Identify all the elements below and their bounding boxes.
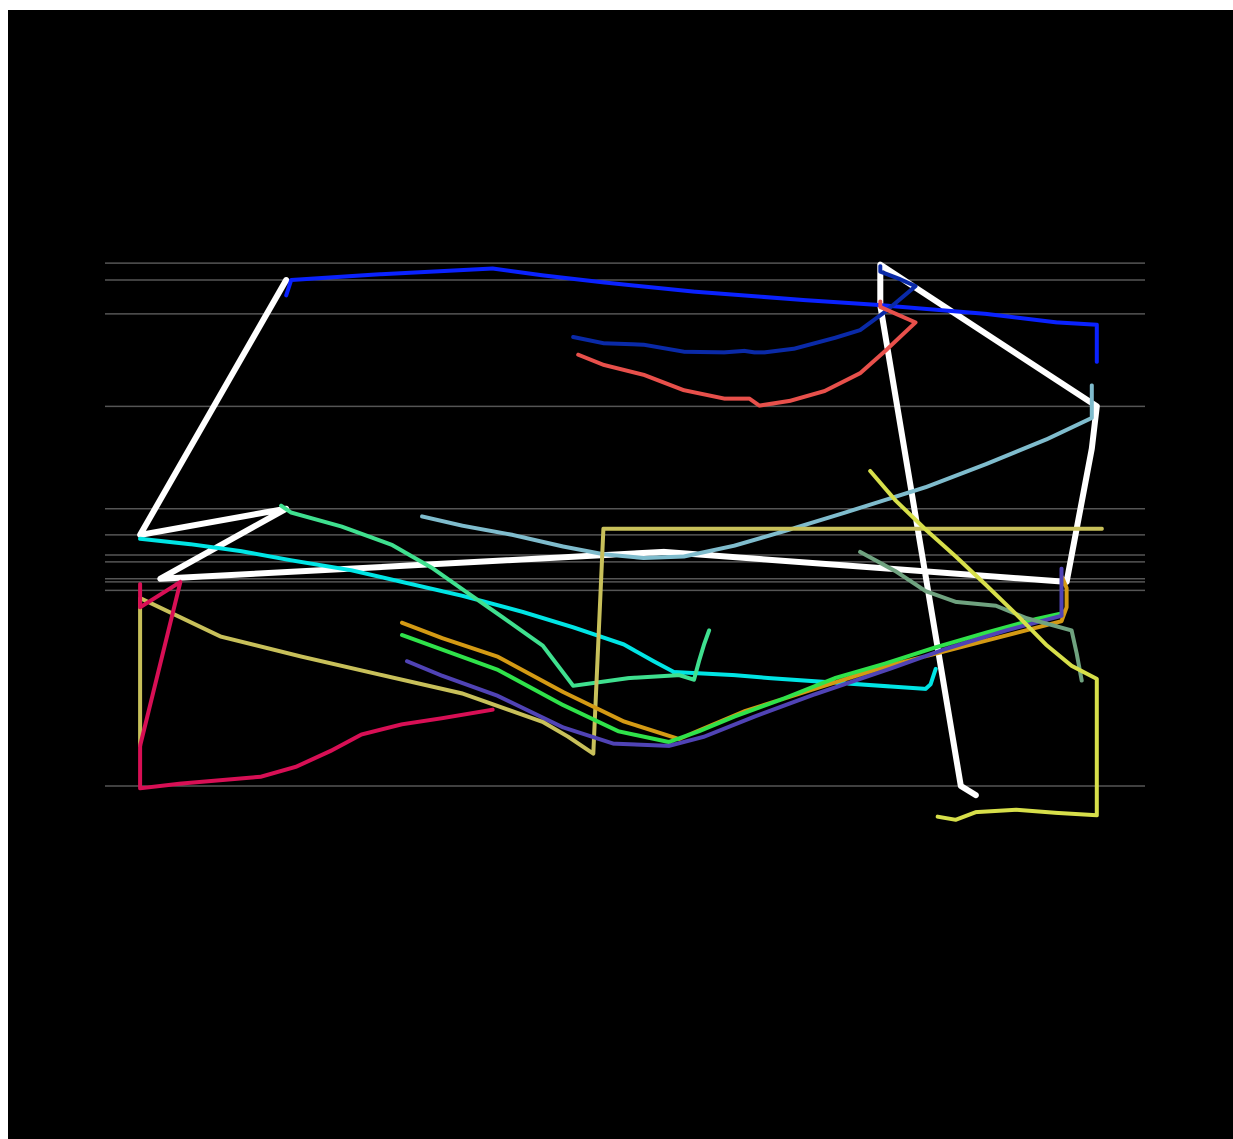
series-line-0: [137, 261, 1100, 799]
series-line-10: [400, 582, 1064, 744]
series-line-11: [405, 566, 1064, 748]
gridlines: [105, 262, 1145, 787]
series-line-2: [571, 264, 918, 355]
series-line-7: [138, 526, 1104, 756]
series-line-12: [858, 549, 1084, 683]
series-lines: [137, 261, 1104, 822]
series-line-8: [138, 579, 495, 791]
series-line-4: [420, 383, 1094, 560]
series-line-6: [279, 503, 712, 688]
series-line-1: [284, 266, 1099, 364]
series-line-3: [576, 299, 918, 408]
series-line-13: [868, 469, 1099, 822]
